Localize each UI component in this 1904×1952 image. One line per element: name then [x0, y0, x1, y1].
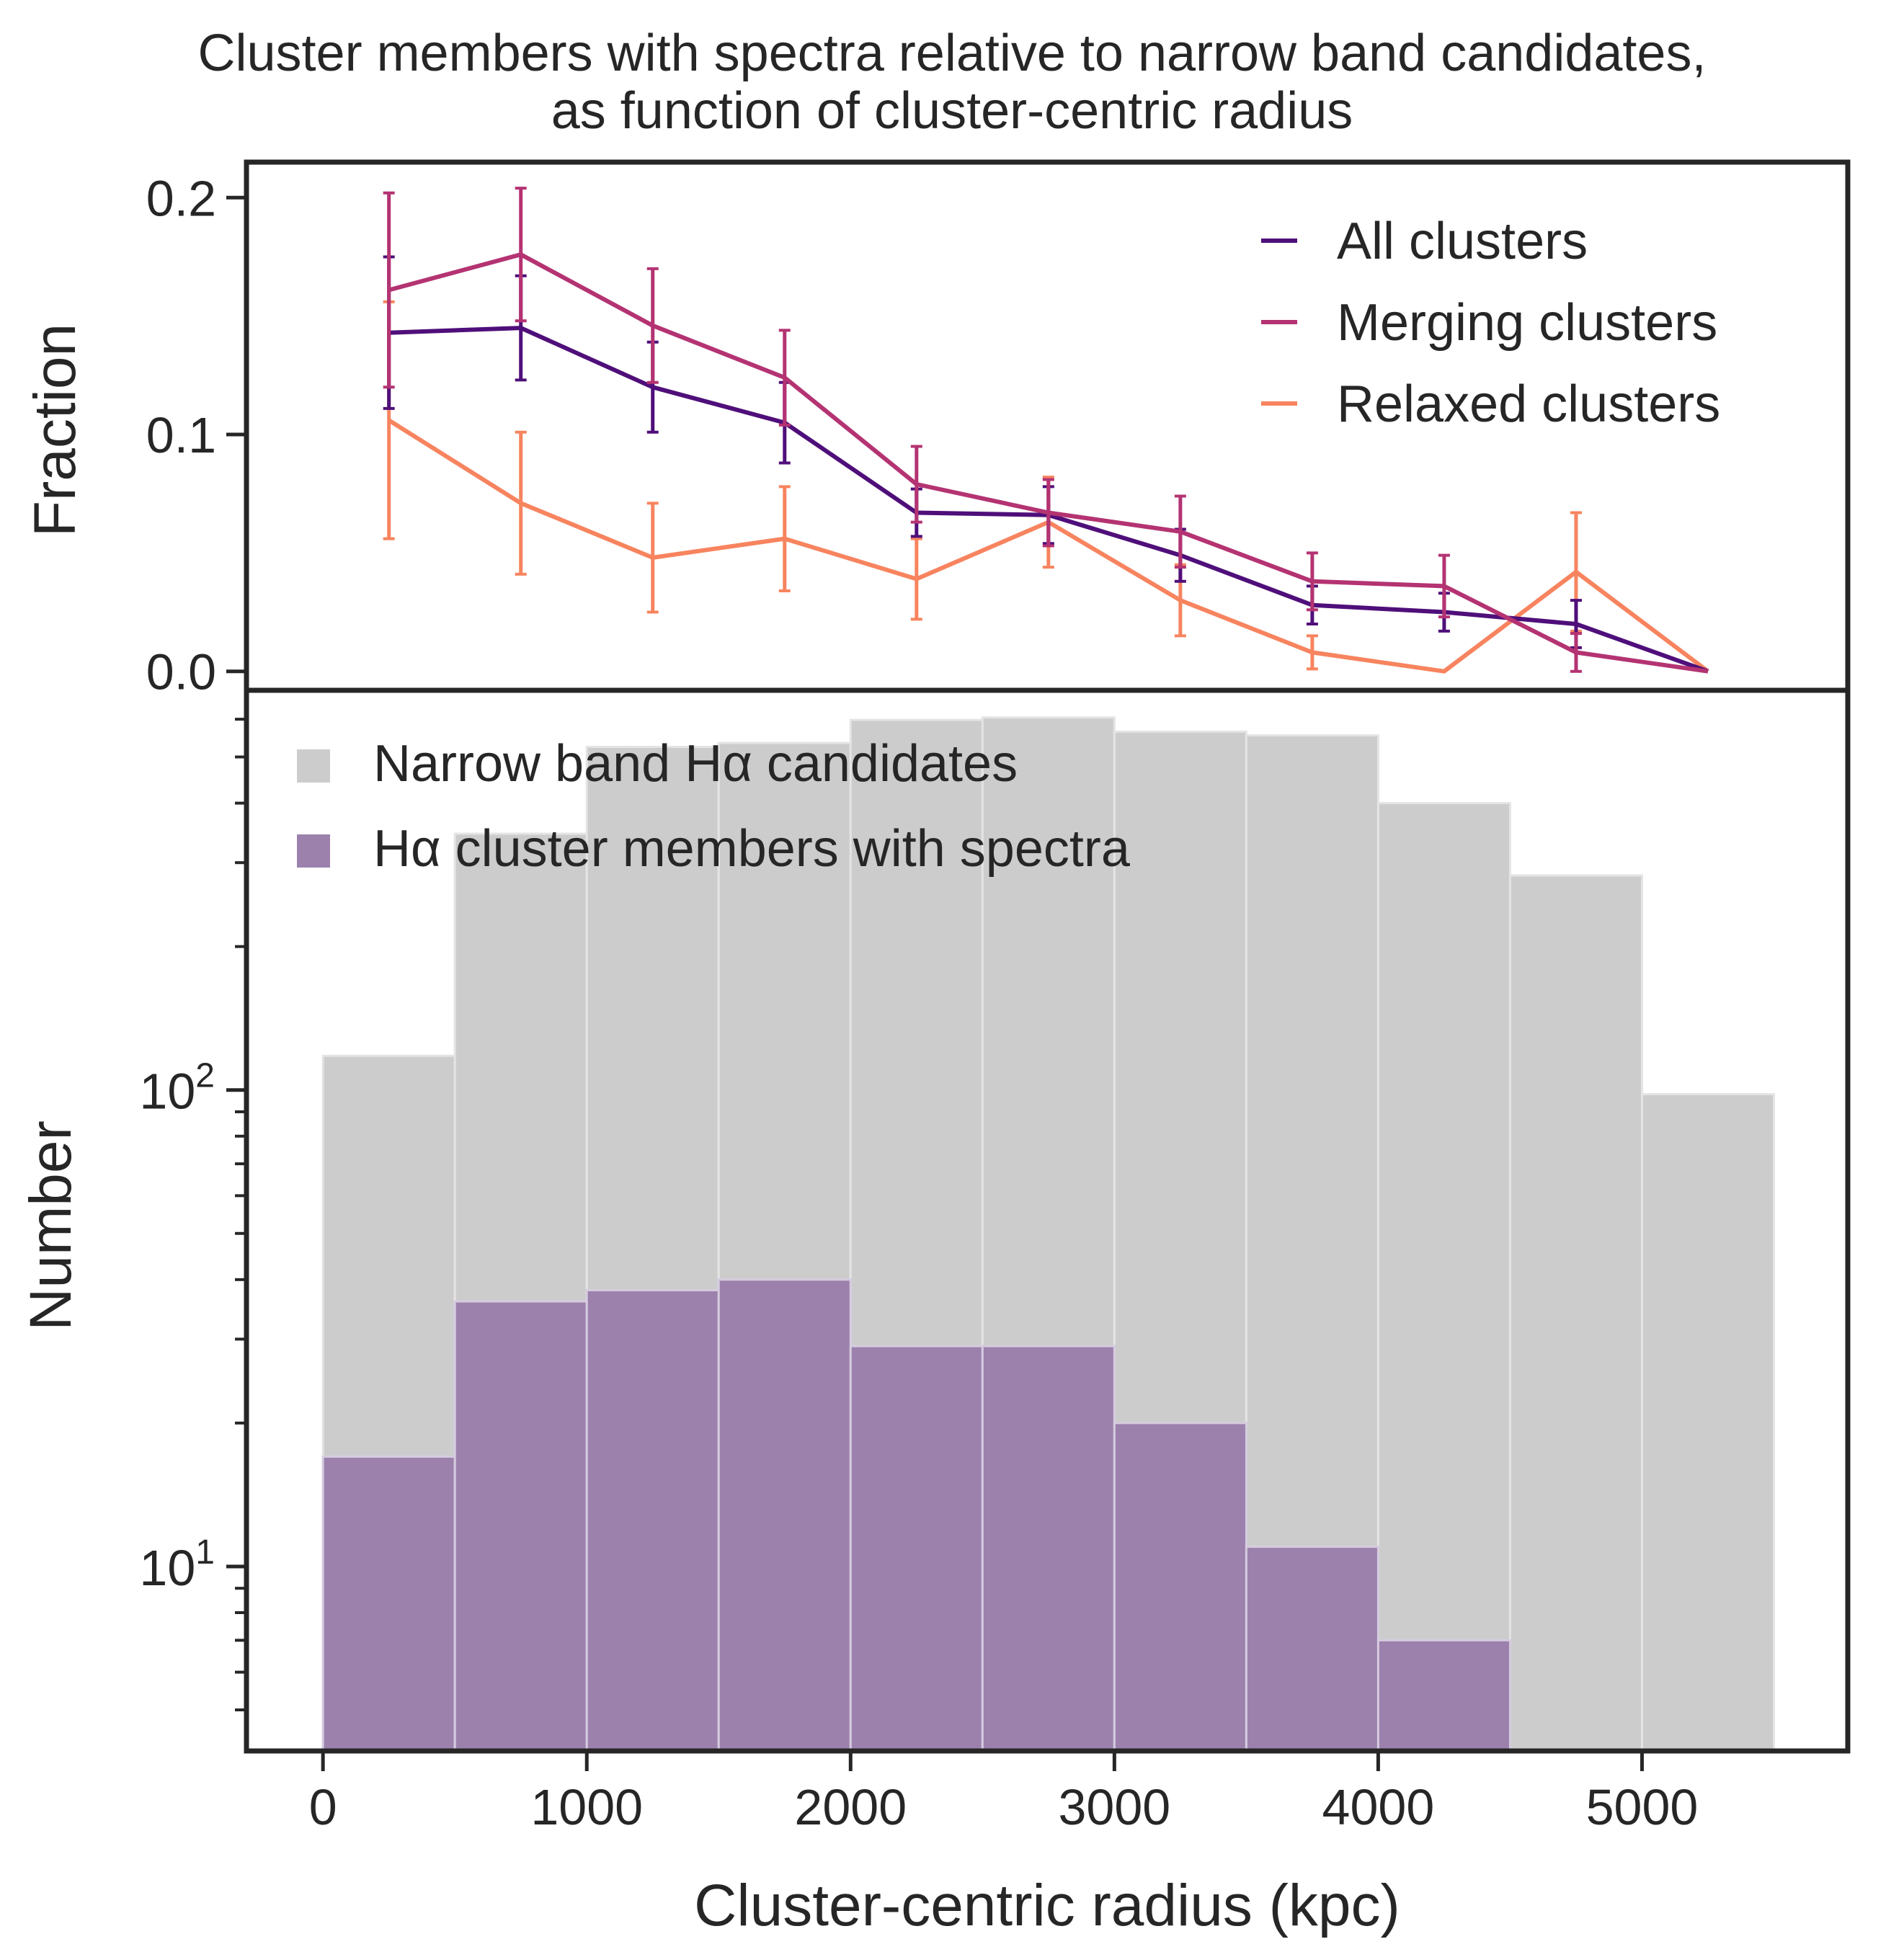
bar-members	[453, 1300, 588, 1752]
chart-title-line-2: as function of cluster-centric radius	[551, 82, 1353, 140]
bar-members	[1113, 1422, 1247, 1752]
bar-members	[1376, 1639, 1511, 1752]
bar-candidates	[1640, 1092, 1776, 1752]
legend-item-candidates: Narrow band Hα candidates	[297, 735, 1018, 793]
legend-item-relaxed: Relaxed clusters	[1261, 375, 1720, 433]
fraction-legend: All clusters Merging clusters Relaxed clus…	[1261, 213, 1720, 433]
bar-members	[981, 1345, 1116, 1752]
legend-item-members: Hα cluster members with spectra	[297, 820, 1131, 878]
histogram-members	[321, 1278, 1511, 1752]
y-tick-label: 101	[139, 1533, 215, 1596]
bar-members	[1245, 1546, 1379, 1752]
y-tick-label: 0.1	[146, 407, 216, 463]
bar-candidates	[1508, 874, 1643, 1752]
series-line-merging	[388, 252, 1709, 674]
legend-label-relaxed: Relaxed clusters	[1337, 375, 1720, 433]
legend-item-merging: Merging clusters	[1261, 294, 1717, 352]
histogram-y-axis-ticks: 101 102	[139, 718, 246, 1712]
x-tick-label: 2000	[794, 1779, 907, 1835]
error-bar-merging	[383, 191, 395, 389]
x-tick-label: 1000	[530, 1779, 643, 1835]
y-tick-label: 0.0	[146, 644, 216, 700]
fraction-y-axis-label: Fraction	[22, 324, 88, 537]
histogram-legend: Narrow band Hα candidates Hα cluster memb…	[297, 735, 1131, 878]
bar-members	[585, 1289, 720, 1752]
fraction-series-layer	[383, 187, 1709, 674]
legend-swatch-candidates	[297, 749, 330, 783]
bar-members	[849, 1345, 984, 1752]
legend-label-all: All clusters	[1337, 213, 1588, 270]
x-tick-label: 0	[309, 1779, 337, 1835]
legend-label-candidates: Narrow band Hα candidates	[373, 735, 1018, 793]
x-axis-label: Cluster-centric radius (kpc)	[694, 1873, 1400, 1938]
bar-members	[717, 1278, 852, 1752]
x-tick-label: 5000	[1586, 1779, 1699, 1835]
legend-label-members: Hα cluster members with spectra	[373, 820, 1131, 878]
histogram-panel-frame	[244, 687, 1851, 1754]
histogram-panel: 101 102 0 1000 2000 3000 4000 5000 Number Clus…	[18, 687, 1851, 1938]
histogram-candidates	[321, 716, 1776, 1752]
x-tick-label: 4000	[1322, 1779, 1435, 1835]
bar-candidates	[1376, 802, 1511, 1752]
histogram-bars-layer	[321, 716, 1776, 1752]
histogram-x-axis-ticks: 0 1000 2000 3000 4000 5000	[309, 1751, 1699, 1835]
legend-item-all: All clusters	[1261, 213, 1588, 270]
chart-title-line-1: Cluster members with spectra relative to…	[198, 24, 1707, 82]
fraction-panel: 0.0 0.1 0.2 Fraction All clusters Merging c…	[22, 159, 1851, 700]
x-tick-label: 3000	[1058, 1779, 1170, 1835]
legend-label-merging: Merging clusters	[1337, 294, 1717, 352]
y-tick-label: 0.2	[146, 170, 216, 226]
bar-members	[321, 1456, 456, 1752]
legend-swatch-members	[297, 834, 330, 868]
y-tick-label: 102	[139, 1057, 215, 1120]
histogram-y-axis-label: Number	[18, 1120, 84, 1331]
fraction-y-axis-ticks: 0.0 0.1 0.2	[146, 170, 246, 700]
chart-title: Cluster members with spectra relative to…	[198, 24, 1707, 140]
series-merging	[383, 187, 1709, 674]
